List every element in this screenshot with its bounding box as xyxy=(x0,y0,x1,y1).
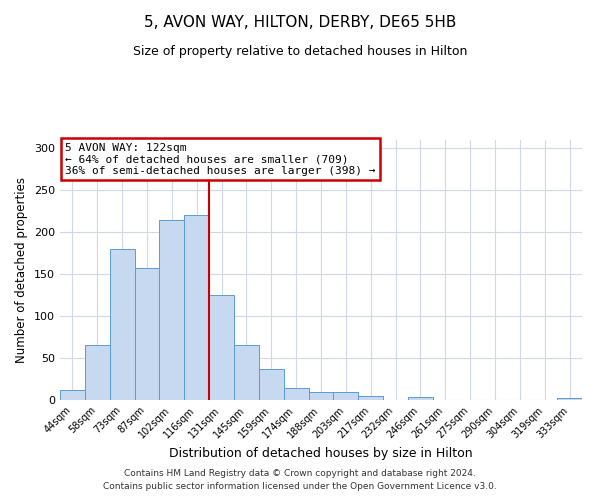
Text: Contains public sector information licensed under the Open Government Licence v3: Contains public sector information licen… xyxy=(103,482,497,491)
X-axis label: Distribution of detached houses by size in Hilton: Distribution of detached houses by size … xyxy=(169,447,473,460)
Bar xyxy=(160,220,184,400)
Y-axis label: Number of detached properties: Number of detached properties xyxy=(16,177,28,363)
Text: Contains HM Land Registry data © Crown copyright and database right 2024.: Contains HM Land Registry data © Crown c… xyxy=(124,468,476,477)
Text: 5, AVON WAY, HILTON, DERBY, DE65 5HB: 5, AVON WAY, HILTON, DERBY, DE65 5HB xyxy=(144,15,456,30)
Bar xyxy=(358,396,383,400)
Bar xyxy=(308,392,334,400)
Text: 5 AVON WAY: 122sqm
← 64% of detached houses are smaller (709)
36% of semi-detach: 5 AVON WAY: 122sqm ← 64% of detached hou… xyxy=(65,142,376,176)
Bar xyxy=(60,390,85,400)
Bar xyxy=(557,398,582,400)
Text: Size of property relative to detached houses in Hilton: Size of property relative to detached ho… xyxy=(133,45,467,58)
Bar xyxy=(209,295,234,400)
Bar xyxy=(284,388,308,400)
Bar xyxy=(234,346,259,400)
Bar xyxy=(134,268,160,400)
Bar xyxy=(408,398,433,400)
Bar xyxy=(334,392,358,400)
Bar xyxy=(184,216,209,400)
Bar xyxy=(110,249,134,400)
Bar xyxy=(259,369,284,400)
Bar xyxy=(85,346,110,400)
